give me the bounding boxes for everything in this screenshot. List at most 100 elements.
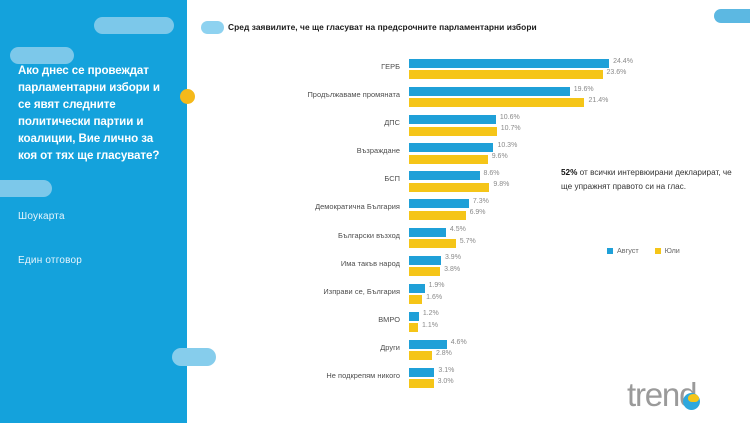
chart-row: Демократична България 7.3% 6.9% [228, 196, 728, 224]
bar-value-label: 1.6% [426, 293, 443, 301]
bar-value-label: 4.5% [449, 226, 466, 234]
question-subtitle-single-answer: Един отговор [18, 255, 83, 266]
bar-value-label: 7.3% [472, 198, 489, 206]
chart-row: ВМРО 1.2% 1.1% [228, 309, 728, 337]
decorative-pill-top-edge [94, 17, 174, 34]
bar-value-label: 23.6% [606, 69, 627, 76]
bar-value-label: 2.8% [435, 349, 452, 357]
bar-august [409, 143, 494, 153]
bar-value-label: 3.9% [444, 254, 461, 262]
category-label: Продължаваме промяната [307, 90, 400, 100]
decorative-pill-mid-left [0, 180, 52, 197]
question-title: Ако днес се провеждат парламентарни избо… [18, 64, 160, 163]
chart-row: Изправи се, България 1.9% 1.6% [228, 281, 728, 309]
bar-value-label: 4.6% [450, 338, 467, 346]
chart-legend: Август Юли [607, 246, 680, 255]
bar-july [409, 98, 585, 108]
bar-july [409, 154, 488, 164]
category-label: ГЕРБ [381, 62, 400, 71]
bar-august [409, 115, 496, 125]
decorative-pill-bottom-edge [172, 348, 216, 366]
bar-august [409, 283, 425, 293]
bar-value-label: 5.7% [459, 237, 476, 245]
bar-value-label: 10.3% [497, 141, 518, 149]
legend-swatch-icon [654, 247, 661, 254]
legend-label: Август [617, 246, 639, 255]
legend-item[interactable]: Август [607, 246, 639, 255]
turnout-annotation: 52% от всички интервюирани декларират, ч… [561, 166, 736, 194]
decorative-pill-top-right [714, 9, 750, 23]
legend-item[interactable]: Юли [654, 246, 680, 255]
bar-august [409, 171, 480, 181]
question-panel: Ако днес се провеждат парламентарни избо… [0, 0, 187, 423]
category-label: Възраждане [356, 146, 400, 156]
decorative-pill-upper-left [10, 47, 74, 64]
bar-value-label: 1.9% [428, 282, 445, 290]
bar-july [409, 351, 432, 361]
bar-value-label: 8.6% [483, 169, 500, 177]
chart-row: Не подкрепям никого 3.1% 3.0% [228, 365, 728, 393]
chart-row: ГЕРБ 24.4% 23.6% [228, 56, 728, 84]
category-label: ВМРО [378, 314, 400, 324]
bar-july [409, 126, 497, 136]
bar-july [409, 210, 466, 220]
question-subtitle-showcard: Шоукарта [18, 211, 65, 222]
category-label: Има такъв народ [340, 258, 400, 268]
bar-chart: ГЕРБ 24.4% 23.6% Продължаваме промяната 19.6… [228, 56, 728, 389]
bar-value-label: 9.8% [493, 181, 510, 189]
bar-value-label: 19.6% [573, 85, 594, 93]
chart-row: Продължаваме промяната 19.6% 21.4% [228, 84, 728, 112]
category-label: Не подкрепям никого [326, 371, 400, 381]
decorative-pill-header [201, 21, 224, 34]
chart-row: БСП 8.6% 9.8% [228, 168, 728, 196]
bar-value-label: 3.0% [437, 378, 454, 386]
category-label: ДПС [384, 118, 400, 128]
bar-value-label: 1.2% [422, 310, 439, 318]
turnout-annotation-text: от всички интервюирани декларират, че ще… [561, 168, 732, 192]
bar-july [409, 267, 441, 277]
category-label: Български възход [337, 230, 400, 240]
trend-logo: tren d [627, 376, 700, 413]
chart-row: Български възход 4.5% 5.7% [228, 225, 728, 253]
category-label: Демократична България [315, 202, 400, 212]
bar-july [409, 379, 434, 389]
bar-value-label: 24.4% [613, 57, 633, 65]
bar-july [409, 238, 456, 248]
logo-text: tren [627, 376, 680, 413]
bar-august [409, 339, 447, 349]
bar-july [409, 182, 490, 192]
bar-value-label: 10.6% [499, 113, 520, 121]
bar-value-label: 10.7% [500, 125, 521, 133]
bar-august [409, 59, 610, 68]
bar-august [409, 368, 435, 378]
category-label: Изправи се, България [323, 286, 400, 296]
chart-header-title: Сред заявилите, че ще гласуват на предср… [228, 22, 537, 32]
bar-august [409, 87, 570, 97]
bar-august [409, 311, 419, 321]
chart-row: Има такъв народ 3.9% 3.8% [228, 253, 728, 281]
bar-july [409, 323, 419, 333]
category-label: Други [380, 342, 400, 352]
bar-value-label: 1.1% [422, 321, 438, 329]
bar-value-label: 3.1% [438, 366, 455, 374]
bar-value-label: 9.6% [491, 153, 508, 161]
legend-swatch-icon [607, 247, 613, 254]
bar-value-label: 3.8% [444, 265, 461, 273]
bar-value-label: 21.4% [588, 97, 609, 105]
chart-row: Възраждане 10.3% 9.6% [228, 140, 728, 168]
chart-row: ДПС 10.6% 10.7% [228, 112, 728, 140]
bar-value-label: 6.9% [469, 209, 486, 217]
logo-globe-d: d [679, 378, 700, 411]
bar-july [409, 70, 603, 80]
bar-august [409, 255, 441, 265]
globe-icon [682, 392, 700, 410]
chart-row: Други 4.6% 2.8% [228, 337, 728, 365]
decorative-orange-dot [180, 89, 195, 104]
category-label: БСП [384, 174, 400, 184]
turnout-percentage: 52% [561, 168, 578, 177]
bar-august [409, 227, 446, 237]
legend-label: Юли [664, 246, 680, 255]
bar-august [409, 199, 469, 209]
bar-july [409, 295, 423, 305]
